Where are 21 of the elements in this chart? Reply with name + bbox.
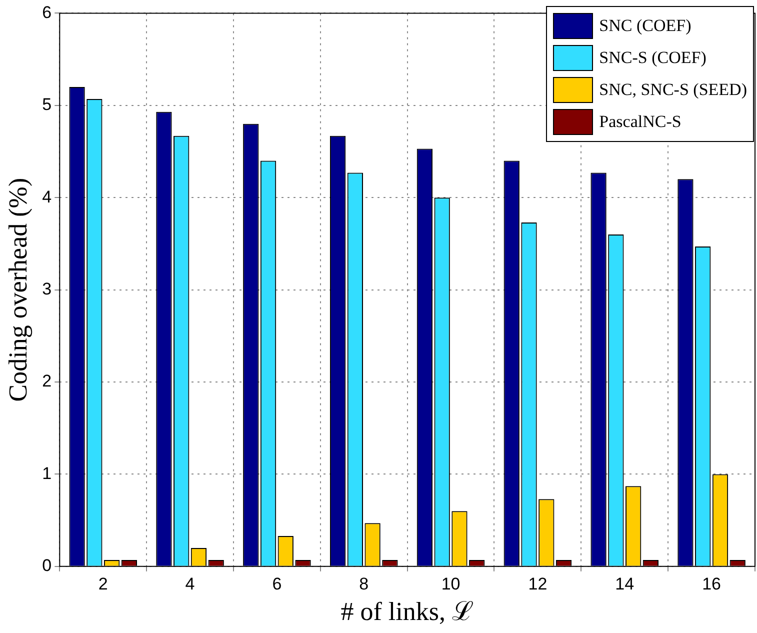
x-tick-label: 2 bbox=[98, 574, 108, 594]
y-tick-label: 6 bbox=[42, 2, 52, 22]
legend-label: SNC, SNC-S (SEED) bbox=[599, 80, 747, 100]
legend-label: SNC (COEF) bbox=[599, 16, 692, 36]
x-tick-label: 12 bbox=[528, 574, 548, 594]
y-axis-title: Coding overhead (%) bbox=[3, 178, 32, 402]
x-tick-label: 14 bbox=[615, 574, 634, 594]
x-tick-label: 4 bbox=[185, 574, 195, 594]
legend-label: SNC-S (COEF) bbox=[599, 48, 706, 68]
x-axis-title: # of links, ℒ bbox=[340, 597, 474, 626]
x-tick-label: 6 bbox=[272, 574, 282, 594]
y-tick-label: 1 bbox=[42, 464, 52, 483]
y-tick-label: 0 bbox=[42, 556, 52, 576]
y-tick-label: 4 bbox=[42, 187, 52, 206]
x-tick-label: 16 bbox=[702, 574, 721, 594]
x-tick-label: 8 bbox=[359, 574, 369, 594]
legend-label: PascalNC-S bbox=[599, 112, 682, 132]
y-tick-label: 3 bbox=[42, 279, 52, 298]
y-tick-label: 5 bbox=[42, 95, 52, 114]
y-tick-label: 2 bbox=[42, 372, 52, 391]
x-tick-label: 10 bbox=[441, 574, 460, 594]
